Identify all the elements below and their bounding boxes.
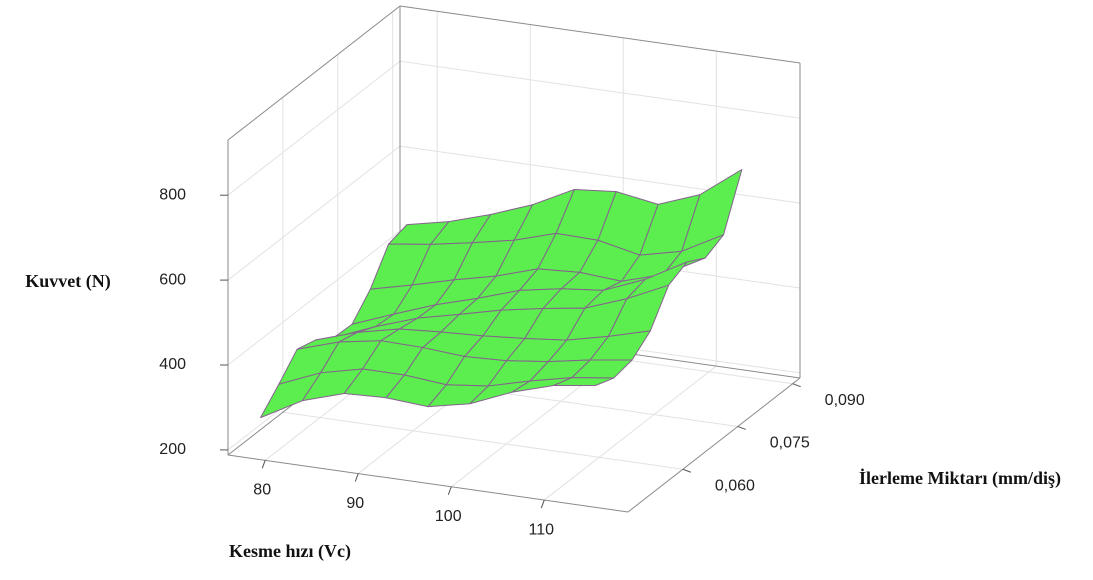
x-tick-label: 100 <box>435 508 462 525</box>
axis-edge <box>627 377 801 513</box>
grid-line <box>227 230 401 366</box>
axis-edge <box>399 5 801 64</box>
grid-line <box>227 145 401 281</box>
z-tick-label: 200 <box>159 441 186 458</box>
axis-edge <box>227 454 629 513</box>
z-tick-label: 800 <box>159 186 186 203</box>
x-tick <box>447 486 452 495</box>
y-tick-label: 0,090 <box>825 392 865 409</box>
axis-edge <box>227 5 401 141</box>
x-axis-title: Kesme hızı (Vc) <box>229 541 351 562</box>
y-tick <box>792 383 801 388</box>
z-tick-label: 600 <box>159 271 186 288</box>
grid-line <box>282 411 683 470</box>
surface-patch <box>553 377 615 387</box>
grid-line <box>543 365 717 501</box>
x-tick <box>540 499 545 509</box>
surface <box>260 169 743 419</box>
z-axis-title: Kuvvet (N) <box>25 271 110 292</box>
y-tick-label: 0,060 <box>715 477 755 494</box>
x-tick-label: 80 <box>253 482 271 499</box>
x-tick <box>261 460 266 469</box>
z-tick-label: 400 <box>159 356 186 373</box>
grid-line <box>399 60 801 119</box>
y-tick <box>682 468 692 473</box>
x-tick-label: 110 <box>529 521 555 538</box>
y-axis-title: İlerleme Miktarı (mm/diş) <box>859 468 1061 489</box>
grid-line <box>227 60 401 196</box>
y-tick <box>737 425 746 430</box>
y-tick-label: 0,075 <box>770 435 810 452</box>
x-tick-label: 90 <box>346 495 364 512</box>
x-tick <box>354 473 359 482</box>
